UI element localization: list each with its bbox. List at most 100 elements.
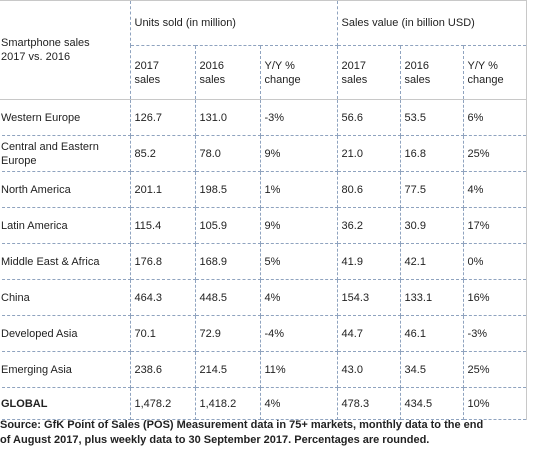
sub-header-row: 2017 sales 2016 sales Y/Y % change 2017 sales 20… [0,45,527,100]
value-cell: 1% [260,171,338,208]
table-row: Emerging Asia 238.6 214.5 11% 43.0 34.5 25% [0,351,527,388]
value-cell: 44.7 [337,315,401,352]
global-value-cell: 434.5 [400,387,464,420]
value-cell: 56.6 [337,99,401,136]
region-label: Central and Eastern [1,140,99,153]
region-label: Europe [1,154,37,167]
sub-header-text: Y/Y % [467,59,498,72]
region-cell: Western Europe [0,99,131,136]
table-row: Middle East & Africa 176.8 168.9 5% 41.9 42.1… [0,243,527,280]
region-label: Emerging Asia [1,363,72,376]
sub-header-text: 2017 [341,59,367,72]
value-cell: 198.5 [195,171,261,208]
units-sold-group-header: Units sold (in million) [130,0,338,46]
region-label: Western Europe [1,111,81,124]
value-cell: 214.5 [195,351,261,388]
global-row: GLOBAL 1,478.2 1,418.2 4% 478.3 434.5 10% [0,387,527,420]
global-value-cell: 10% [463,387,527,420]
value-cell: 6% [463,99,527,136]
sub-header-text: Y/Y % [264,59,295,72]
region-cell: Central and Eastern Europe [0,135,131,172]
sub-header-text: sales [341,73,368,86]
corner-header: Smartphone sales 2017 vs. 2016 [0,0,131,100]
value-cell: 133.1 [400,279,464,316]
sub-header-5: Y/Y % change [463,45,527,100]
value-cell: 72.9 [195,315,261,352]
sub-header-text: change [264,73,301,86]
value-cell: 21.0 [337,135,401,172]
value-cell: 105.9 [195,207,261,244]
table-row: Latin America 115.4 105.9 9% 36.2 30.9 17% [0,207,527,244]
value-cell: 4% [260,279,338,316]
sales-value-group-header: Sales value (in billion USD) [337,0,527,46]
value-cell: 9% [260,135,338,172]
region-label: China [1,291,30,304]
value-cell: 17% [463,207,527,244]
value-cell: 36.2 [337,207,401,244]
source-note: Source: GfK Point of Sales (POS) Measure… [0,418,534,448]
region-label: North America [1,183,71,196]
sub-header-text: sales [134,73,161,86]
value-cell: 25% [463,351,527,388]
value-cell: -4% [260,315,338,352]
value-cell: 41.9 [337,243,401,280]
region-label: Developed Asia [1,327,78,340]
value-cell: 4% [463,171,527,208]
value-cell: 34.5 [400,351,464,388]
region-cell: North America [0,171,131,208]
value-cell: 201.1 [130,171,196,208]
global-value-cell: 1,478.2 [130,387,196,420]
sub-header-text: sales [199,73,226,86]
sub-header-4: 2016 sales [400,45,464,100]
source-note-line1: Source: GfK Point of Sales (POS) Measure… [0,419,484,431]
value-cell: 46.1 [400,315,464,352]
region-label: Middle East & Africa [1,255,100,268]
table-row: North America 201.1 198.5 1% 80.6 77.5 4% [0,171,527,208]
sub-header-2: Y/Y % change [260,45,338,100]
value-cell: 77.5 [400,171,464,208]
sub-header-3: 2017 sales [337,45,401,100]
global-value-cell: 4% [260,387,338,420]
value-cell: 154.3 [337,279,401,316]
value-cell: 78.0 [195,135,261,172]
value-cell: 176.8 [130,243,196,280]
value-cell: 53.5 [400,99,464,136]
smartphone-sales-table: Smartphone sales 2017 vs. 2016 Units sol… [0,0,527,420]
value-cell: 448.5 [195,279,261,316]
table-row: Developed Asia 70.1 72.9 -4% 44.7 46.1 -3% [0,315,527,352]
sub-header-text: change [467,73,504,86]
sub-header-text: 2017 [134,59,159,72]
global-value-cell: 478.3 [337,387,401,420]
sub-header-text: 2016 [199,59,224,72]
value-cell: 464.3 [130,279,196,316]
value-cell: 126.7 [130,99,196,136]
value-cell: 30.9 [400,207,464,244]
region-cell: Latin America [0,207,131,244]
corner-header-line1: Smartphone sales [1,37,90,49]
corner-header-line2: 2017 vs. 2016 [1,51,71,63]
table-row: Central and Eastern Europe 85.2 78.0 9% 21.0 1… [0,135,527,172]
global-label: GLOBAL [0,387,131,420]
value-cell: 16.8 [400,135,464,172]
value-cell: 25% [463,135,527,172]
table-row: Western Europe 126.7 131.0 -3% 56.6 53.5 6% [0,99,527,136]
value-cell: 5% [260,243,338,280]
region-cell: China [0,279,131,316]
source-note-line2: of August 2017, plus weekly data to 30 S… [0,434,430,446]
value-cell: 43.0 [337,351,401,388]
sub-header-1: 2016 sales [195,45,261,100]
value-cell: 11% [260,351,338,388]
value-cell: -3% [463,315,527,352]
value-cell: 0% [463,243,527,280]
region-cell: Developed Asia [0,315,131,352]
region-cell: Middle East & Africa [0,243,131,280]
value-cell: 131.0 [195,99,261,136]
value-cell: 85.2 [130,135,196,172]
value-cell: 168.9 [195,243,261,280]
sub-header-0: 2017 sales [130,45,196,100]
value-cell: -3% [260,99,338,136]
value-cell: 9% [260,207,338,244]
value-cell: 115.4 [130,207,196,244]
value-cell: 42.1 [400,243,464,280]
table-row: China 464.3 448.5 4% 154.3 133.1 16% [0,279,527,316]
